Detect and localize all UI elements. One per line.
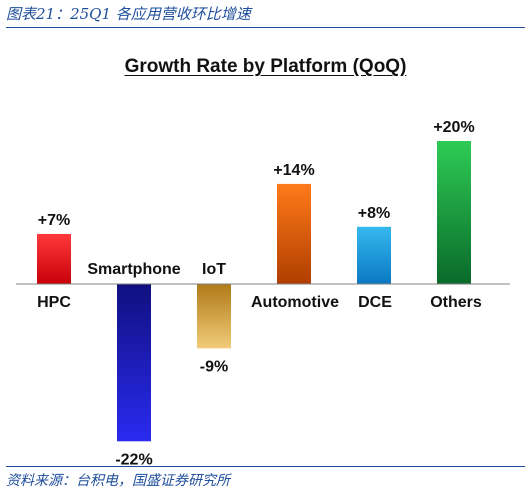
- category-label-smartphone: Smartphone: [87, 261, 180, 278]
- value-label-others: +20%: [433, 119, 474, 136]
- bar-dce: [357, 226, 391, 284]
- category-label-hpc: HPC: [37, 294, 71, 311]
- value-label-iot: -9%: [200, 358, 228, 375]
- bar-automotive: [277, 183, 311, 284]
- bar-iot: [197, 284, 231, 349]
- value-label-dce: +8%: [358, 205, 390, 222]
- bar-smartphone: [117, 284, 151, 442]
- bars-layer: [37, 141, 471, 442]
- labels-layer: +7% HPC -22% Smartphone -9% IoT +14% Automotive…: [37, 119, 482, 468]
- category-label-automotive: Automotive: [251, 294, 339, 311]
- value-label-automotive: +14%: [273, 162, 314, 179]
- source-note: 资料来源：台积电，国盛证券研究所: [6, 466, 525, 494]
- bar-others: [437, 141, 471, 284]
- category-label-dce: DCE: [358, 294, 392, 311]
- value-label-smartphone: -22%: [115, 451, 152, 468]
- category-label-iot: IoT: [202, 261, 226, 278]
- figure-caption: 图表21：25Q1 各应用营收环比增速: [6, 2, 525, 28]
- category-label-others: Others: [430, 294, 482, 311]
- bar-hpc: [37, 233, 71, 284]
- value-label-hpc: +7%: [38, 212, 70, 229]
- chart-title: Growth Rate by Platform (QoQ): [124, 56, 407, 77]
